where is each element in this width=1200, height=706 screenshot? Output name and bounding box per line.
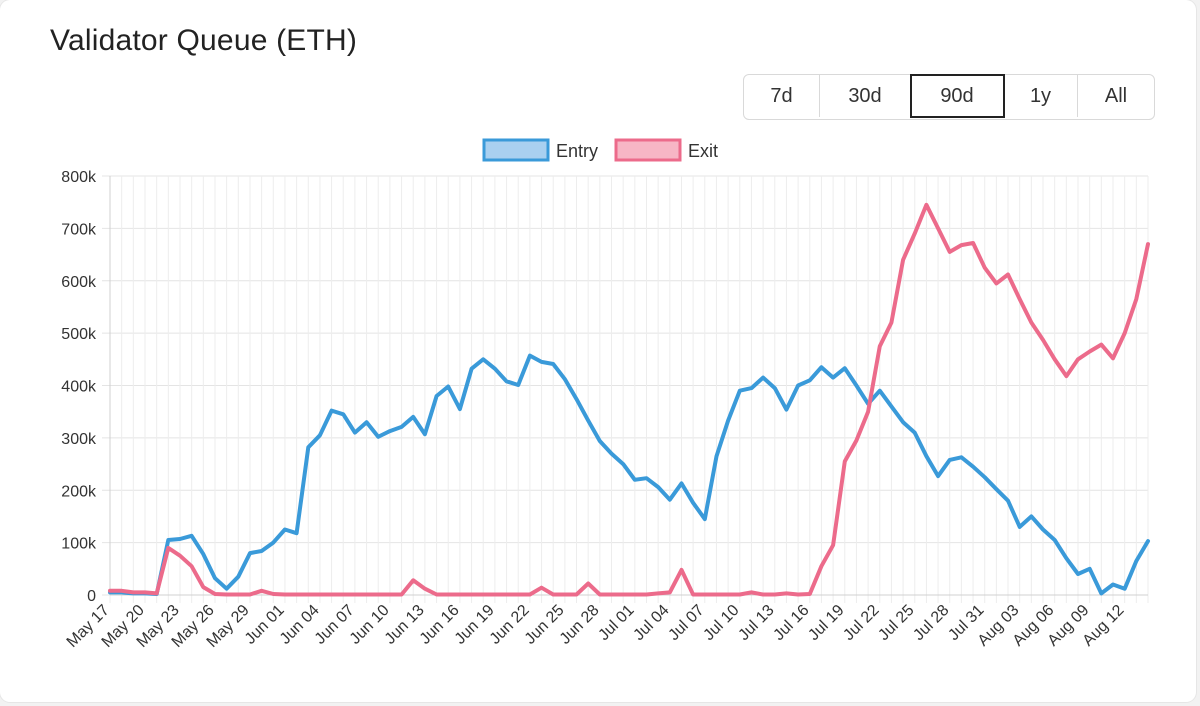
y-tick-label: 800k: [61, 169, 97, 186]
x-tick-label: Jul 01: [595, 602, 637, 644]
chart-grid: [102, 175, 1149, 603]
y-tick-label: 700k: [61, 221, 97, 238]
x-tick-label: Jul 13: [735, 602, 777, 644]
x-tick-label: Jul 04: [630, 602, 672, 644]
x-tick-label: Jul 16: [770, 602, 812, 644]
y-tick-label: 500k: [61, 326, 97, 343]
x-tick-label: Jul 25: [875, 602, 917, 644]
legend-swatch-entry[interactable]: [482, 138, 550, 162]
y-tick-label: 300k: [61, 431, 97, 448]
x-tick-label: Jun 28: [557, 602, 603, 648]
range-button-all[interactable]: All: [1104, 84, 1128, 107]
range-button-1y[interactable]: 1y: [1004, 75, 1078, 117]
x-tick-label: Jul 07: [665, 602, 707, 644]
y-tick-label: 600k: [61, 274, 97, 291]
range-button-90d[interactable]: 90d: [910, 74, 1005, 118]
time-range-selector: 7d 30d 90d 1y All: [743, 74, 1155, 120]
y-tick-label: 0: [87, 588, 96, 605]
range-button-7d[interactable]: 7d: [744, 75, 820, 117]
legend-label-entry: Entry: [556, 141, 598, 161]
x-tick-label: Jul 19: [805, 602, 847, 644]
x-tick-label: Jul 10: [700, 602, 742, 644]
legend-swatch-exit[interactable]: [614, 138, 682, 162]
range-button-30d[interactable]: 30d: [820, 75, 911, 117]
legend-label-exit: Exit: [688, 141, 718, 161]
series-line-exit: [108, 202, 1150, 597]
page-title: Validator Queue (ETH): [50, 24, 358, 57]
x-tick-label: Jul 28: [910, 602, 952, 644]
chart-series: [108, 202, 1150, 597]
chart-legend: Entry Exit: [482, 138, 718, 162]
y-tick-label: 100k: [61, 536, 97, 553]
y-tick-label: 200k: [61, 483, 97, 500]
y-axis: 0 100k 200k 300k 400k 500k 600k 700k 800k: [61, 169, 97, 605]
series-line-entry: [108, 353, 1150, 596]
x-tick-label: Jul 22: [840, 602, 882, 644]
y-tick-label: 400k: [61, 379, 97, 396]
